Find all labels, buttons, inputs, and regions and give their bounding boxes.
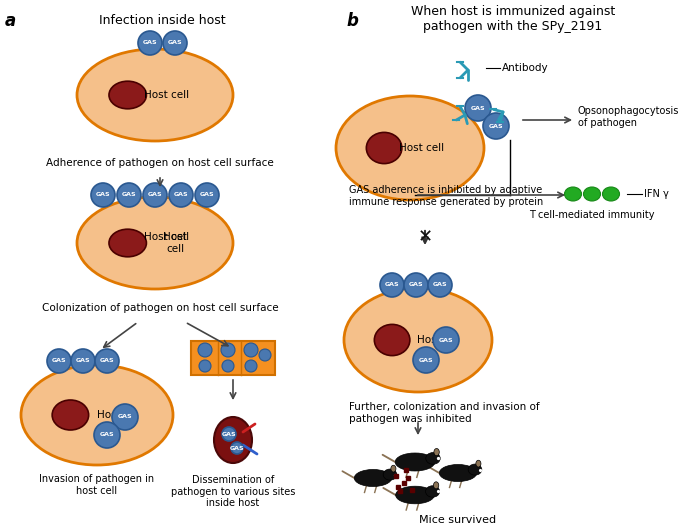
Circle shape (433, 327, 459, 353)
Circle shape (143, 183, 167, 207)
Ellipse shape (476, 460, 481, 467)
Circle shape (199, 360, 211, 372)
Text: Host cell: Host cell (144, 232, 189, 254)
Circle shape (259, 349, 271, 361)
Ellipse shape (354, 469, 392, 487)
Ellipse shape (426, 453, 440, 464)
Circle shape (428, 273, 452, 297)
Text: GAS: GAS (488, 123, 503, 129)
Text: GAS: GAS (433, 282, 447, 288)
Text: Mice survived: Mice survived (419, 515, 497, 525)
Text: GAS: GAS (438, 338, 453, 342)
Circle shape (465, 95, 491, 121)
Text: GAS: GAS (229, 446, 245, 450)
Ellipse shape (584, 187, 601, 201)
Text: Further, colonization and invasion of
pathogen was inhibited: Further, colonization and invasion of pa… (349, 402, 540, 424)
Text: Dissemination of
pathogen to various sites
inside host: Dissemination of pathogen to various sit… (171, 475, 295, 508)
Text: GAS: GAS (200, 193, 214, 197)
Ellipse shape (383, 469, 397, 480)
Text: When host is immunized against
pathogen with the SPy_2191: When host is immunized against pathogen … (411, 5, 615, 33)
Circle shape (198, 343, 212, 357)
Ellipse shape (434, 482, 439, 489)
Text: GAS: GAS (148, 193, 162, 197)
Text: GAS: GAS (409, 282, 423, 288)
Circle shape (94, 422, 120, 448)
Ellipse shape (395, 453, 435, 471)
Circle shape (195, 183, 219, 207)
Circle shape (222, 360, 234, 372)
Ellipse shape (564, 187, 582, 201)
Circle shape (231, 442, 243, 454)
Text: Infection inside host: Infection inside host (99, 14, 225, 27)
Ellipse shape (77, 49, 233, 141)
Circle shape (404, 273, 428, 297)
Text: GAS: GAS (122, 193, 136, 197)
Text: Host: Host (417, 335, 441, 345)
Ellipse shape (439, 465, 477, 481)
Circle shape (245, 360, 257, 372)
Ellipse shape (77, 197, 233, 289)
Text: GAS: GAS (75, 359, 90, 363)
Ellipse shape (434, 448, 439, 456)
Ellipse shape (366, 132, 402, 164)
Text: b: b (346, 12, 358, 30)
Circle shape (91, 183, 115, 207)
Text: Colonization of pathogen on host cell surface: Colonization of pathogen on host cell su… (42, 303, 278, 313)
Text: GAS: GAS (168, 40, 182, 46)
Circle shape (47, 349, 71, 373)
Text: Invasion of pathogen in
host cell: Invasion of pathogen in host cell (40, 474, 155, 496)
Text: T cell-mediated immunity: T cell-mediated immunity (530, 210, 655, 220)
Text: Host cell: Host cell (144, 90, 189, 100)
Circle shape (138, 31, 162, 55)
Ellipse shape (21, 365, 173, 465)
Ellipse shape (214, 417, 252, 463)
Text: Adherence of pathogen on host cell surface: Adherence of pathogen on host cell surfa… (46, 158, 274, 168)
Ellipse shape (603, 187, 619, 201)
Text: Host
cell: Host cell (163, 232, 187, 254)
Text: a: a (5, 12, 16, 30)
Text: Opsonophagocytosis
of pathogen: Opsonophagocytosis of pathogen (578, 106, 680, 128)
Circle shape (380, 273, 404, 297)
Bar (191, 341, 275, 375)
Text: GAS: GAS (174, 193, 188, 197)
Ellipse shape (425, 486, 440, 497)
Ellipse shape (374, 324, 410, 355)
Ellipse shape (109, 229, 147, 257)
Circle shape (222, 427, 236, 441)
Ellipse shape (52, 400, 88, 430)
Text: GAS: GAS (51, 359, 66, 363)
Text: Host: Host (97, 410, 121, 420)
Circle shape (221, 343, 235, 357)
Ellipse shape (396, 486, 434, 504)
Circle shape (117, 183, 141, 207)
Text: GAS: GAS (142, 40, 158, 46)
Circle shape (71, 349, 95, 373)
Circle shape (169, 183, 193, 207)
Text: GAS: GAS (419, 358, 434, 362)
Text: GAS: GAS (471, 106, 485, 110)
Text: GAS: GAS (96, 193, 110, 197)
Text: GAS: GAS (118, 415, 132, 419)
Text: GAS adherence is inhibited by adaptive
immune response generated by protein: GAS adherence is inhibited by adaptive i… (349, 185, 543, 207)
Text: IFN γ: IFN γ (644, 189, 669, 199)
Circle shape (244, 343, 258, 357)
Ellipse shape (344, 288, 492, 392)
Circle shape (112, 404, 138, 430)
Text: Host cell: Host cell (399, 143, 444, 153)
Ellipse shape (336, 96, 484, 200)
Text: ✕: ✕ (417, 228, 432, 246)
Circle shape (95, 349, 119, 373)
Text: GAS: GAS (100, 433, 114, 437)
Circle shape (483, 113, 509, 139)
Circle shape (163, 31, 187, 55)
Text: GAS: GAS (385, 282, 399, 288)
Text: Antibody: Antibody (502, 63, 549, 73)
Ellipse shape (391, 465, 396, 472)
Text: GAS: GAS (222, 432, 236, 436)
Text: GAS: GAS (100, 359, 114, 363)
Circle shape (413, 347, 439, 373)
Ellipse shape (109, 81, 147, 109)
Ellipse shape (469, 464, 482, 475)
